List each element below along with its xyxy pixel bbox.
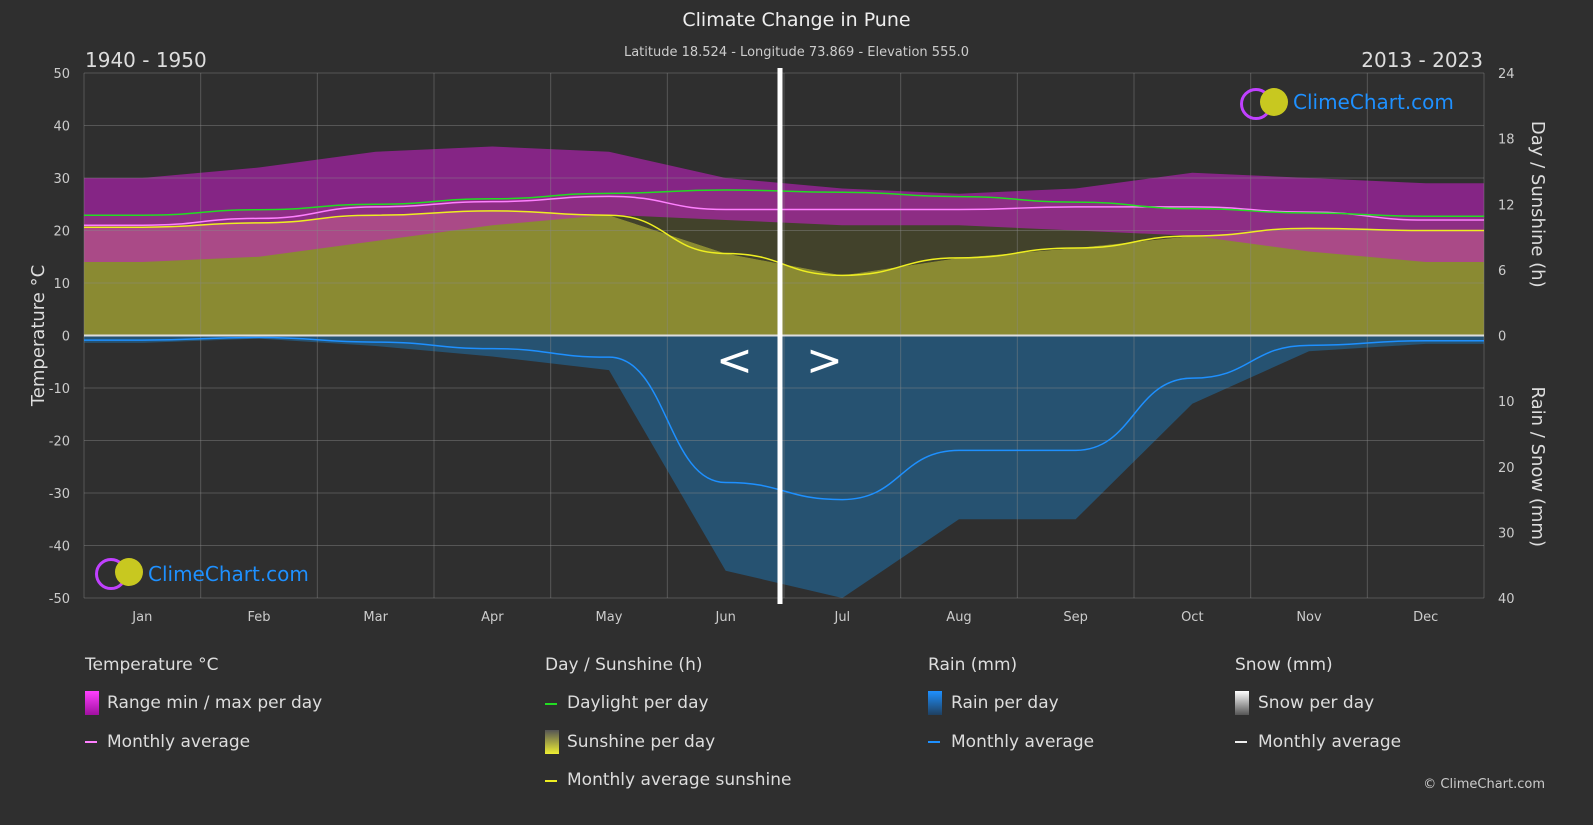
y-axis-label-left: Temperature °C [28, 265, 49, 407]
y-tick-left: 40 [53, 120, 70, 135]
legend-item: Monthly average sunshine [567, 770, 792, 790]
chart-subtitle: Latitude 18.524 - Longitude 73.869 - Ele… [623, 45, 970, 60]
chart-title: Climate Change in Pune [682, 9, 911, 31]
y-tick-right-sun: 24 [1498, 67, 1515, 82]
y-tick-right-sun: 12 [1498, 198, 1515, 213]
sunshine-swatch [545, 730, 559, 754]
temp-range-swatch [85, 691, 99, 715]
logo-icon [1260, 88, 1288, 116]
temp-avg-line [83, 195, 1484, 227]
y-axis-label-right-top: Day / Sunshine (h) [1527, 121, 1548, 288]
y-tick-right-rain: 40 [1498, 592, 1515, 607]
legend-item: Range min / max per day [107, 693, 323, 713]
y-tick-right-rain: 30 [1498, 526, 1515, 541]
period-right: 2013 - 2023 [1361, 48, 1483, 72]
logo-bottom-left[interactable]: ClimeChart.com [148, 562, 309, 586]
y-tick-left: 20 [53, 225, 70, 240]
x-tick-label: Feb [247, 610, 270, 625]
x-tick-label: Jul [833, 610, 850, 625]
legend-item: Rain per day [951, 693, 1059, 713]
sunshine-avg-line-icon [545, 780, 557, 782]
legend-item: Monthly average [951, 732, 1095, 752]
legend-temp-header: Temperature °C [85, 655, 219, 675]
y-tick-left: 0 [62, 330, 70, 345]
y-tick-left: 30 [53, 172, 70, 187]
y-tick-right-rain: 10 [1498, 395, 1515, 410]
y-tick-left: 50 [53, 67, 70, 82]
rain-area [84, 335, 1484, 598]
x-tick-label: Mar [363, 610, 388, 625]
daylight-line [84, 189, 1484, 218]
rain-avg-line [84, 336, 1484, 501]
y-tick-left: -10 [49, 382, 70, 397]
rain-avg-line-icon [928, 741, 940, 743]
x-tick-label: Oct [1181, 610, 1203, 625]
sunshine-avg-line [84, 210, 1484, 277]
x-tick-label: Aug [946, 610, 971, 625]
x-tick-label: Jan [131, 610, 152, 625]
temp-avg-line-icon [85, 741, 97, 743]
legend-item: Snow per day [1258, 693, 1375, 713]
x-tick-label: May [596, 610, 623, 625]
y-tick-left: -30 [49, 487, 70, 502]
legend-sun-header: Day / Sunshine (h) [545, 655, 703, 675]
y-tick-left: -40 [49, 540, 70, 555]
legend-item: Monthly average [1258, 732, 1402, 752]
x-tick-label: Sep [1063, 610, 1088, 625]
daylight-line-icon [545, 703, 557, 705]
next-arrow-button[interactable]: > [806, 335, 843, 386]
y-tick-right-sun: 18 [1498, 133, 1515, 148]
legend-rain-header: Rain (mm) [928, 655, 1018, 675]
copyright: © ClimeChart.com [1423, 777, 1545, 792]
x-tick-label: Dec [1413, 610, 1438, 625]
y-tick-right-sun: 6 [1498, 264, 1506, 279]
y-tick-left: -50 [49, 592, 70, 607]
snow-swatch [1235, 691, 1249, 715]
x-tick-label: Nov [1296, 610, 1322, 625]
y-tick-right-sun: 0 [1498, 330, 1506, 345]
logo-top-right[interactable]: ClimeChart.com [1293, 90, 1454, 114]
y-axis-label-right-bottom: Rain / Snow (mm) [1527, 387, 1548, 547]
temp-range-band [84, 146, 1484, 262]
legend-snow-header: Snow (mm) [1235, 655, 1333, 675]
x-tick-label: Apr [481, 610, 504, 625]
snow-avg-line-icon [1235, 741, 1247, 743]
rain-swatch [928, 691, 942, 715]
y-tick-left: 10 [53, 277, 70, 292]
legend-item: Daylight per day [567, 693, 709, 713]
legend-item: Sunshine per day [567, 732, 716, 752]
logo-icon [115, 558, 143, 586]
plot-area: 50 40 30 20 10 0 -10 -20 -30 -40 -50 Jan Feb Mar Apr Ma… [28, 67, 1548, 625]
period-left: 1940 - 1950 [85, 48, 207, 72]
legend-item: Monthly average [107, 732, 251, 752]
y-tick-right-rain: 20 [1498, 461, 1515, 476]
x-tick-label: Jun [715, 610, 736, 625]
prev-arrow-button[interactable]: < [716, 335, 753, 386]
y-tick-left: -20 [49, 435, 70, 450]
